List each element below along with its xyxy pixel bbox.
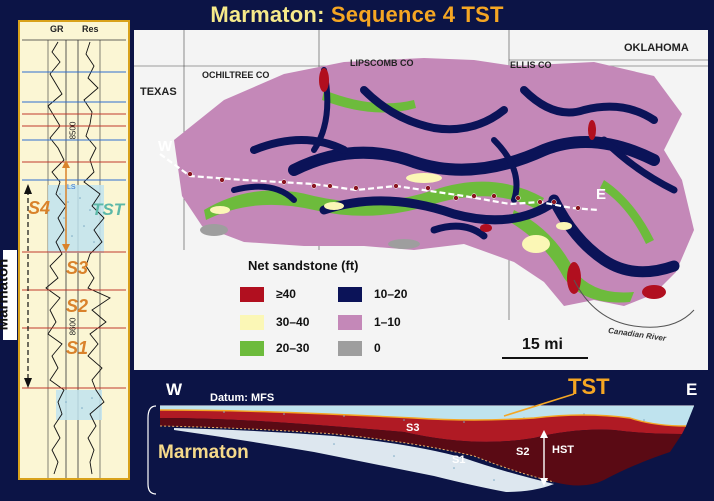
legend-title: Net sandstone (ft): [248, 258, 359, 273]
legend-item-30-40: 30–40: [240, 314, 309, 330]
legend-item-40-plus: ≥40: [240, 286, 296, 302]
slide-title: Marmaton: Sequence 4 TST: [0, 2, 714, 28]
title-main: Marmaton:: [210, 2, 325, 27]
depth-label-upper: 8500: [68, 121, 78, 140]
net-sandstone-map: OCHILTREE CO LIPSCOMB CO ELLIS CO OKLAHO…: [134, 30, 708, 370]
log-label-s3: S3: [66, 258, 89, 278]
log-label-s4: S4: [28, 198, 51, 218]
oklahoma-label: OKLAHOMA: [624, 42, 689, 54]
scale-bar-label: 15 mi: [522, 336, 563, 353]
gr-track-header: GR: [50, 24, 64, 34]
legend-label-10-20: 10–20: [374, 287, 408, 301]
section-label-hst: HST: [552, 444, 574, 456]
section-marmaton-label: Marmaton: [158, 442, 249, 463]
datum-label: Datum: MFS: [210, 392, 275, 404]
log-label-tst: TST: [92, 200, 125, 219]
legend-label-20-30: 20–30: [276, 341, 310, 355]
section-tst-label: TST: [568, 374, 610, 399]
well-log-panel: GR Res 8500 8600 LS S4 TST S3 S2 S1: [18, 20, 130, 480]
legend-item-20-30: 20–30: [240, 340, 309, 356]
section-label-s1: S1: [452, 454, 466, 466]
legend-swatch-40-plus: [240, 286, 264, 302]
res-track-header: Res: [82, 24, 99, 34]
legend-swatch-10-20: [338, 286, 362, 302]
lipscomb-county-label: LIPSCOMB CO: [350, 58, 414, 68]
legend-swatch-20-30: [240, 340, 264, 356]
section-west-marker: W: [166, 380, 183, 399]
marmaton-vertical-text: Marmaton: [0, 258, 12, 331]
well-log-graphic: [22, 39, 126, 478]
legend-label-30-40: 30–40: [276, 315, 310, 329]
ochiltree-county-label: OCHILTREE CO: [202, 70, 270, 80]
legend-swatch-0: [338, 340, 362, 356]
cross-section-panel: W E Datum: MFS TST Marmaton S3 S2 S1 HST: [134, 372, 708, 496]
legend-swatch-1-10: [338, 314, 362, 330]
legend-item-1-10: 1–10: [338, 314, 401, 330]
section-east-marker: E: [686, 380, 698, 399]
limestone-label: LS: [67, 184, 76, 191]
map-west-marker: W: [158, 138, 173, 155]
depth-label-lower: 8600: [68, 317, 78, 336]
log-label-s2: S2: [66, 296, 89, 316]
map-graphic: [134, 30, 708, 359]
legend-label-1-10: 1–10: [374, 315, 401, 329]
title-accent: Sequence 4 TST: [330, 2, 504, 27]
marmaton-vertical-label: Marmaton: [0, 250, 17, 340]
legend-label-0: 0: [374, 341, 381, 355]
legend-swatch-30-40: [240, 314, 264, 330]
section-label-s3: S3: [406, 422, 420, 434]
log-label-s1: S1: [66, 338, 89, 358]
ellis-county-label: ELLIS CO: [510, 60, 552, 70]
cross-section-graphic: [147, 393, 694, 495]
legend-item-10-20: 10–20: [338, 286, 407, 302]
legend-item-0: 0: [338, 340, 381, 356]
legend-label-40-plus: ≥40: [276, 287, 296, 301]
texas-label: TEXAS: [140, 86, 177, 98]
map-east-marker: E: [596, 186, 607, 203]
section-label-s2: S2: [516, 446, 530, 458]
